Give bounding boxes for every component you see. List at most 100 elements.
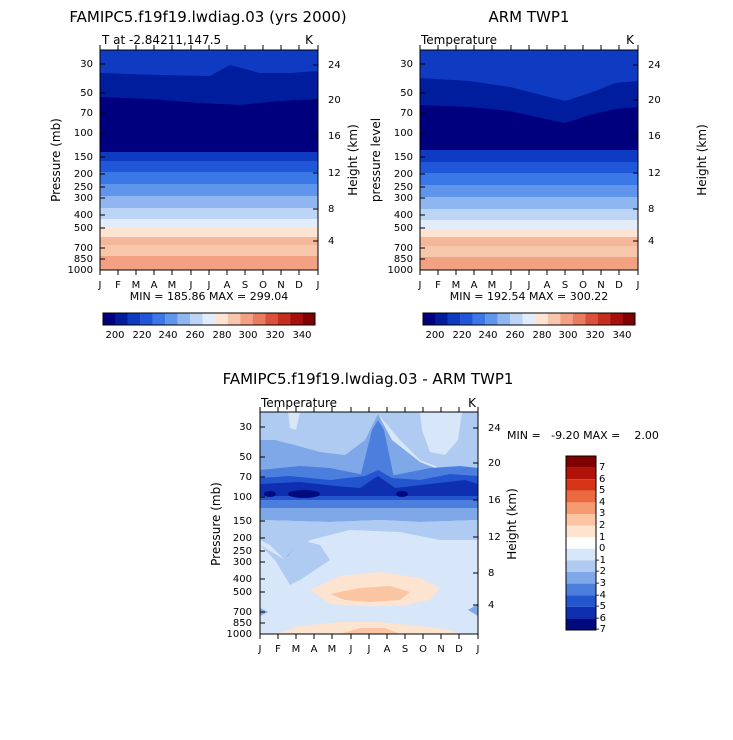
p1-ptick-250: 250 bbox=[74, 182, 93, 193]
panel-obs-subtitle: Temperature bbox=[420, 33, 497, 47]
p2-band-warm4 bbox=[420, 257, 638, 270]
p1-month-6: J bbox=[207, 280, 211, 291]
p3-htick-4: 4 bbox=[488, 600, 494, 611]
p1-cbar-200: 200 bbox=[105, 330, 124, 341]
p3-ptick-1000: 1000 bbox=[227, 629, 252, 640]
p2-ptick-300: 300 bbox=[394, 193, 413, 204]
p2-htick-24: 24 bbox=[648, 60, 661, 71]
p1-month-10: N bbox=[277, 280, 284, 291]
p1-ptick-150: 150 bbox=[74, 152, 93, 163]
p2-htick-4: 4 bbox=[648, 236, 654, 247]
p3-ptick-70: 70 bbox=[239, 472, 252, 483]
p1-cbar-280: 280 bbox=[212, 330, 231, 341]
p3-cbar-4: 4 bbox=[599, 497, 605, 508]
p3-cbar-7: 7 bbox=[599, 462, 605, 473]
p1-htick-8: 8 bbox=[328, 204, 334, 215]
panel-diff-title: FAMIPC5.f19f19.lwdiag.03 - ARM TWP1 bbox=[223, 370, 514, 388]
p2-htick-16: 16 bbox=[648, 131, 661, 142]
panel-obs-stats: MIN = 192.54 MAX = 300.22 bbox=[450, 290, 608, 303]
p1-month-9: O bbox=[259, 280, 267, 291]
p3-month-6: J bbox=[367, 644, 371, 655]
p3-htick-16: 16 bbox=[488, 495, 501, 506]
p2-ptick-400: 400 bbox=[394, 210, 413, 221]
p2-month-4: M bbox=[488, 280, 497, 291]
p2-month-0: J bbox=[418, 280, 422, 291]
p2-month-1: F bbox=[435, 280, 441, 291]
panel-model-right-axis: 24 20 16 12 8 4 Height (km) bbox=[313, 60, 360, 247]
p3-low-light bbox=[260, 540, 330, 585]
panel-model-month-axis: J F M A M J J A S O N D J bbox=[98, 45, 320, 291]
p1-ptick-200: 200 bbox=[74, 169, 93, 180]
p2-ptick-100: 100 bbox=[394, 128, 413, 139]
p3-cbar-m6: -6 bbox=[596, 613, 606, 624]
p3-ptick-400: 400 bbox=[233, 574, 252, 585]
p1-band-cool7 bbox=[100, 152, 318, 161]
p1-ptick-30: 30 bbox=[80, 59, 93, 70]
p3-month-5: J bbox=[349, 644, 353, 655]
p3-ptick-50: 50 bbox=[239, 452, 252, 463]
panel-obs-month-axis: J F M A M J J A S O N D J bbox=[418, 45, 640, 291]
p2-month-10: N bbox=[597, 280, 604, 291]
panel-diff-field bbox=[259, 411, 479, 635]
panel-obs: ARM TWP1 Temperature K bbox=[369, 8, 709, 341]
p2-band-pale bbox=[420, 230, 638, 237]
p2-month-12: J bbox=[636, 280, 640, 291]
p2-band-cool4 bbox=[420, 185, 638, 197]
p2-cbar-200: 200 bbox=[425, 330, 444, 341]
p2-band-cool3 bbox=[420, 197, 638, 209]
p2-cbar-260: 260 bbox=[505, 330, 524, 341]
p1-month-7: A bbox=[224, 280, 231, 291]
p2-band-cool2 bbox=[420, 209, 638, 220]
p3-mid-blue bbox=[260, 508, 478, 522]
p3-warm-inner bbox=[330, 586, 410, 602]
p1-ptick-500: 500 bbox=[74, 223, 93, 234]
p2-ylabel: pressure level bbox=[369, 118, 383, 202]
p2-month-6: J bbox=[527, 280, 531, 291]
p1-ptick-1000: 1000 bbox=[68, 265, 93, 276]
p1-month-2: M bbox=[132, 280, 141, 291]
p2-ptick-850: 850 bbox=[394, 254, 413, 265]
p1-month-12: J bbox=[316, 280, 320, 291]
panel-model-field bbox=[99, 49, 319, 271]
p1-ptick-300: 300 bbox=[74, 193, 93, 204]
p1-cbar-320: 320 bbox=[265, 330, 284, 341]
p1-band-darkest bbox=[100, 96, 318, 152]
p3-ylabel-right: Height (km) bbox=[505, 488, 519, 559]
p3-month-10: N bbox=[437, 644, 444, 655]
panel-model-stats: MIN = 185.86 MAX = 299.04 bbox=[130, 290, 288, 303]
p1-band-cool5 bbox=[100, 172, 318, 184]
p1-ptick-50: 50 bbox=[80, 88, 93, 99]
p1-band-cool3 bbox=[100, 196, 318, 208]
p3-month-4: M bbox=[328, 644, 337, 655]
p3-htick-8: 8 bbox=[488, 568, 494, 579]
p2-month-2: M bbox=[452, 280, 461, 291]
p3-core-2 bbox=[396, 491, 408, 497]
p3-month-11: D bbox=[455, 644, 463, 655]
p1-month-5: J bbox=[189, 280, 193, 291]
p2-ptick-70: 70 bbox=[400, 108, 413, 119]
p1-month-4: M bbox=[168, 280, 177, 291]
p3-cbar-m3: -3 bbox=[596, 578, 606, 589]
p3-cbar-m5: -5 bbox=[596, 601, 606, 612]
p3-month-7: A bbox=[384, 644, 391, 655]
p3-ptick-150: 150 bbox=[233, 516, 252, 527]
p3-ptick-100: 100 bbox=[233, 492, 252, 503]
p3-month-3: A bbox=[311, 644, 318, 655]
p3-cbar-m1: -1 bbox=[596, 555, 606, 566]
panel-diff-right-axis: 24 20 16 12 8 4 Height (km) bbox=[473, 423, 519, 611]
p3-mid-light bbox=[260, 520, 478, 560]
panel-diff-stats: MIN = -9.20 MAX = 2.00 bbox=[507, 429, 659, 442]
p3-cbar-0: 0 bbox=[599, 543, 605, 554]
p3-ptick-850: 850 bbox=[233, 618, 252, 629]
p3-ptick-500: 500 bbox=[233, 587, 252, 598]
p3-cbar-5: 5 bbox=[599, 485, 605, 496]
p2-ptick-1000: 1000 bbox=[388, 265, 413, 276]
p1-htick-20: 20 bbox=[328, 95, 341, 106]
panel-diff: FAMIPC5.f19f19.lwdiag.03 - ARM TWP1 Temp… bbox=[209, 370, 659, 655]
p3-month-8: S bbox=[402, 644, 408, 655]
panel-obs-units: K bbox=[626, 33, 635, 47]
p3-cbar-m7: -7 bbox=[596, 624, 606, 635]
p3-htick-20: 20 bbox=[488, 458, 501, 469]
p2-ptick-200: 200 bbox=[394, 169, 413, 180]
